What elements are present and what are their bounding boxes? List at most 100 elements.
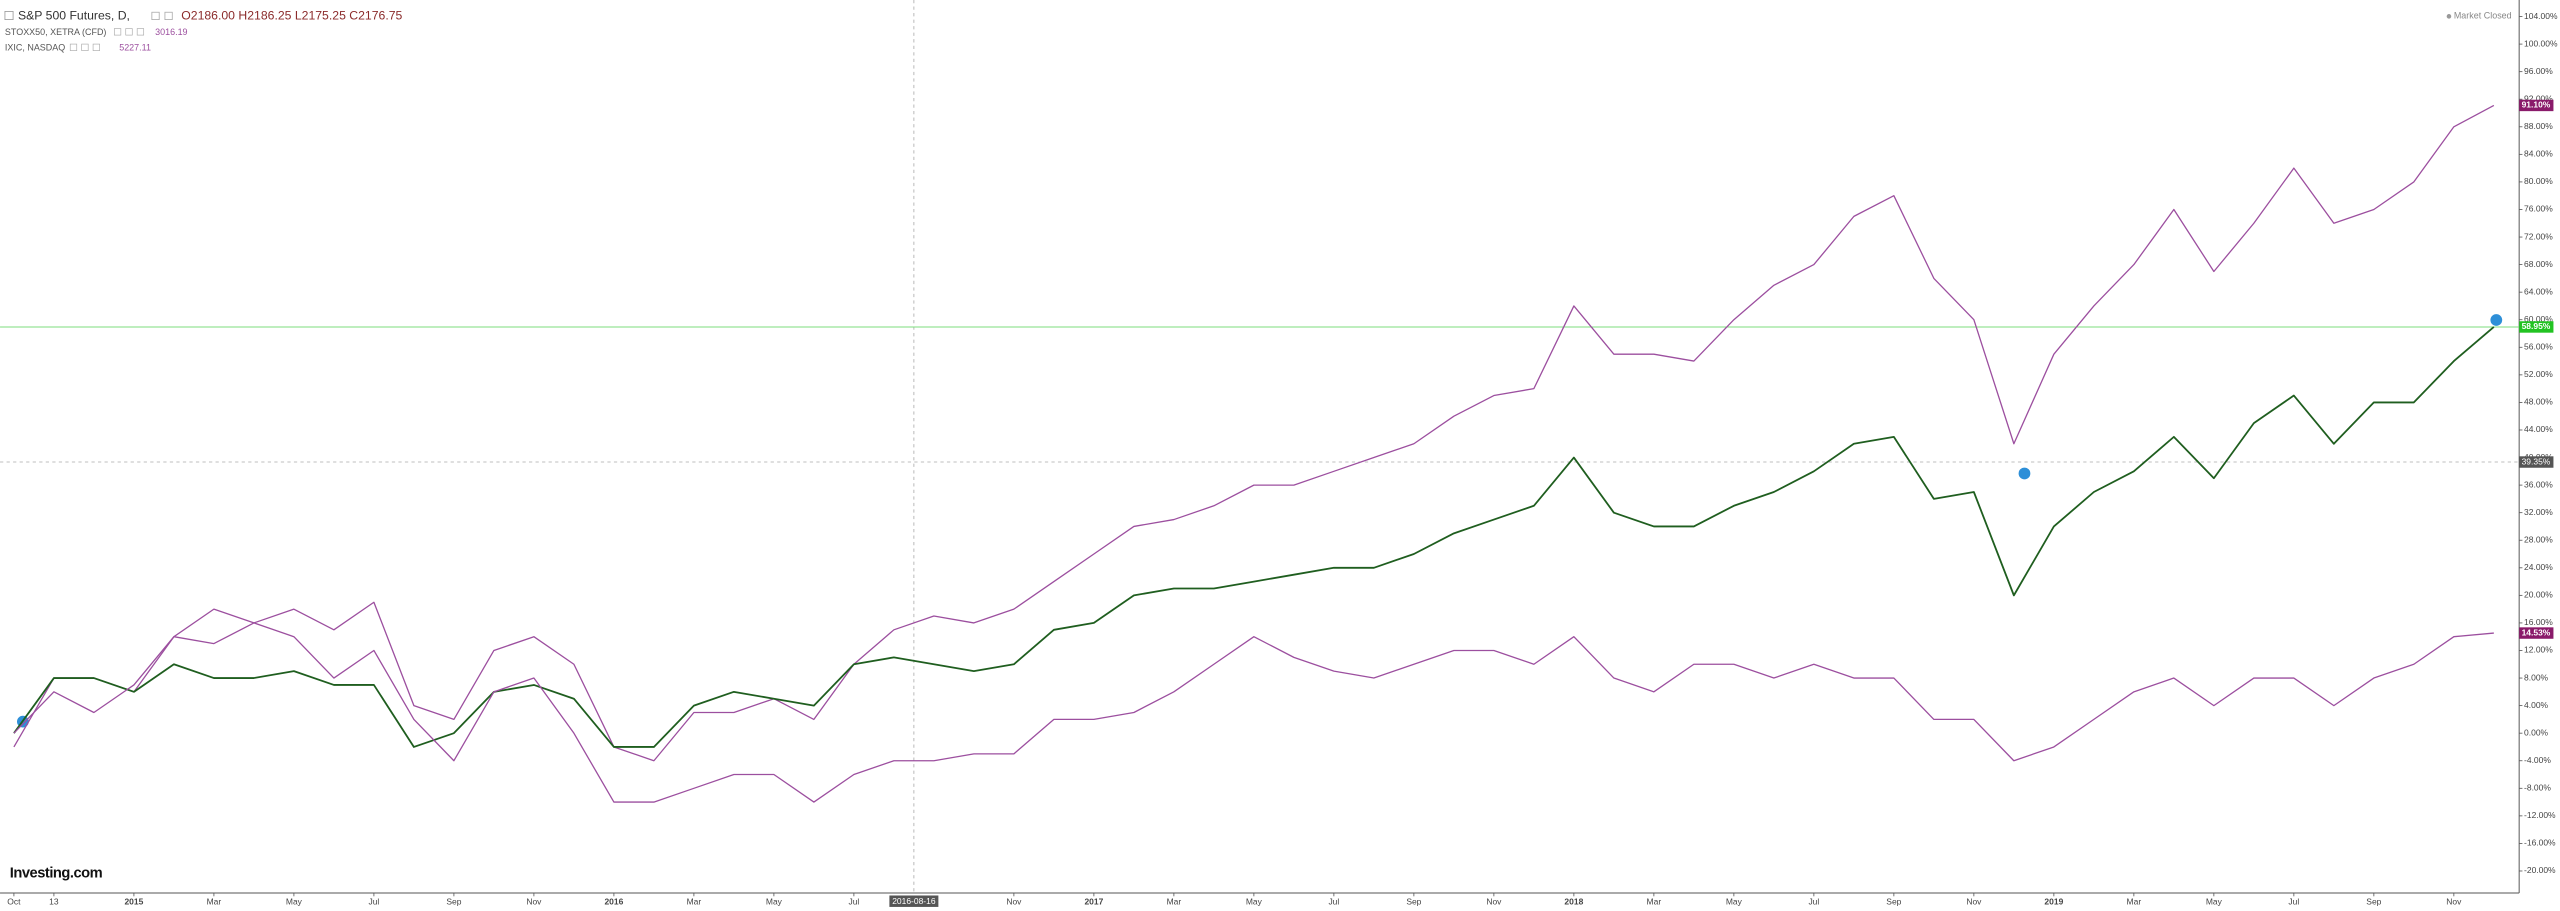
legend-entry: STOXX50, XETRA (CFD) bbox=[5, 27, 107, 37]
legend-quote: 3016.19 bbox=[155, 27, 187, 37]
crosshair-price-bg bbox=[2519, 456, 2554, 468]
legend-title: S&P 500 Futures, D, bbox=[18, 9, 130, 23]
x-tick-label: May bbox=[286, 896, 303, 906]
price-label-bg bbox=[2519, 627, 2554, 639]
price-label-bg bbox=[2519, 321, 2554, 333]
y-tick-label: 32.00% bbox=[2524, 507, 2553, 517]
y-tick-label: 24.00% bbox=[2524, 562, 2553, 572]
status-dot bbox=[2446, 14, 2452, 19]
price-label: 91.10% bbox=[2522, 100, 2551, 110]
y-tick-label: 48.00% bbox=[2524, 397, 2553, 407]
y-tick-label: 60.00% bbox=[2524, 314, 2553, 324]
legend: S&P 500 Futures, D, O2186.00 H2186.25 L2… bbox=[4, 9, 403, 53]
y-tick-label: 56.00% bbox=[2524, 342, 2553, 352]
x-tick-label: Mar bbox=[2127, 896, 2142, 906]
legend-quote: 5227.11 bbox=[119, 43, 151, 53]
x-tick-label: Mar bbox=[207, 896, 222, 906]
y-tick-label: 16.00% bbox=[2524, 617, 2553, 627]
x-tick-label: Mar bbox=[687, 896, 702, 906]
legend-quote: O2186.00 H2186.25 L2175.25 C2176.75 bbox=[181, 9, 402, 23]
y-tick-label: 44.00% bbox=[2524, 424, 2553, 434]
y-tick-label: -4.00% bbox=[2524, 755, 2551, 765]
x-tick-label: May bbox=[1726, 896, 1743, 906]
button[interactable] bbox=[69, 43, 78, 51]
watermark: Investing.com bbox=[10, 865, 103, 881]
series-line bbox=[13, 608, 2494, 803]
x-tick-label: Jul bbox=[1808, 896, 1819, 906]
x-tick-label: Oct bbox=[7, 896, 21, 906]
x-tick-label: Nov bbox=[2446, 896, 2462, 906]
x-tick-label: Mar bbox=[1167, 896, 1182, 906]
y-tick-label: 8.00% bbox=[2524, 672, 2548, 682]
price-label-bg bbox=[2519, 99, 2554, 112]
series-line bbox=[13, 104, 2495, 762]
y-tick-label: 96.00% bbox=[2524, 66, 2553, 76]
crosshair-date-label: 2016-08-16 bbox=[892, 896, 936, 906]
x-tick-label: Sep bbox=[1886, 896, 1901, 906]
y-tick-label: 12.00% bbox=[2524, 645, 2553, 655]
x-tick-label: Mar bbox=[1647, 896, 1662, 906]
y-tick-label: 20.00% bbox=[2524, 590, 2553, 600]
x-tick-label: Jul bbox=[368, 896, 379, 906]
y-tick-label: 36.00% bbox=[2524, 479, 2553, 489]
button[interactable] bbox=[92, 43, 100, 51]
y-tick-label: 92.00% bbox=[2524, 93, 2553, 103]
y-tick-label: 88.00% bbox=[2524, 121, 2553, 131]
y-tick-label: 84.00% bbox=[2524, 149, 2553, 159]
button[interactable] bbox=[125, 28, 133, 36]
y-tick-label: 80.00% bbox=[2524, 176, 2553, 186]
y-tick-label: -16.00% bbox=[2524, 838, 2556, 848]
y-tick-label: 104.00% bbox=[2524, 11, 2558, 21]
x-tick-label: Nov bbox=[1966, 896, 1982, 906]
x-tick-label: Jul bbox=[2288, 896, 2299, 906]
legend-buttons bbox=[151, 11, 173, 20]
button[interactable] bbox=[81, 43, 89, 51]
legend-entry: IXIC, NASDAQ bbox=[5, 43, 65, 53]
x-tick-label: 2019 bbox=[2044, 896, 2063, 906]
y-tick-label: 72.00% bbox=[2524, 231, 2553, 241]
x-tick-label: 13 bbox=[49, 896, 59, 906]
y-tick-label: -12.00% bbox=[2524, 810, 2556, 820]
x-tick-label: Nov bbox=[526, 896, 542, 906]
event-marker[interactable] bbox=[2018, 467, 2031, 480]
y-tick-label: 100.00% bbox=[2524, 38, 2558, 48]
y-tick-label: 76.00% bbox=[2524, 204, 2553, 214]
collapse-icon[interactable] bbox=[4, 11, 14, 20]
price-label: 14.53% bbox=[2522, 627, 2551, 637]
x-tick-label: Jul bbox=[1328, 896, 1339, 906]
button[interactable] bbox=[164, 11, 173, 20]
y-tick-label: 4.00% bbox=[2524, 700, 2548, 710]
x-tick-label: May bbox=[2206, 896, 2223, 906]
x-tick-label: Sep bbox=[1406, 896, 1421, 906]
x-tick-label: May bbox=[1246, 896, 1263, 906]
y-tick-label: 68.00% bbox=[2524, 259, 2553, 269]
x-tick-label: 2016 bbox=[604, 896, 623, 906]
x-tick-label: Nov bbox=[1486, 896, 1502, 906]
x-tick-label: 2018 bbox=[1564, 896, 1583, 906]
x-tick-label: Sep bbox=[446, 896, 461, 906]
y-tick-label: 0.00% bbox=[2524, 727, 2548, 737]
x-tick-label: 2017 bbox=[1084, 896, 1103, 906]
x-tick-label: 2015 bbox=[124, 896, 143, 906]
market-status: Market Closed bbox=[2454, 11, 2512, 21]
crosshair-date-bg bbox=[889, 895, 939, 907]
x-tick-label: Jul bbox=[848, 896, 859, 906]
crosshair-price-label: 39.35% bbox=[2522, 456, 2551, 466]
y-tick-label: 64.00% bbox=[2524, 286, 2553, 296]
button[interactable] bbox=[151, 11, 160, 20]
event-marker[interactable] bbox=[2490, 314, 2503, 326]
y-tick-label: 28.00% bbox=[2524, 534, 2553, 544]
y-tick-label: -8.00% bbox=[2524, 783, 2551, 793]
series-line bbox=[13, 326, 2495, 748]
y-tick-label: -20.00% bbox=[2524, 865, 2556, 875]
price-label: 58.95% bbox=[2522, 321, 2551, 331]
button[interactable] bbox=[113, 28, 122, 36]
x-tick-label: Nov bbox=[1006, 896, 1022, 906]
x-tick-label: Sep bbox=[2366, 896, 2381, 906]
x-tick-label: May bbox=[766, 896, 783, 906]
y-tick-label: 52.00% bbox=[2524, 369, 2553, 379]
button[interactable] bbox=[136, 28, 145, 36]
